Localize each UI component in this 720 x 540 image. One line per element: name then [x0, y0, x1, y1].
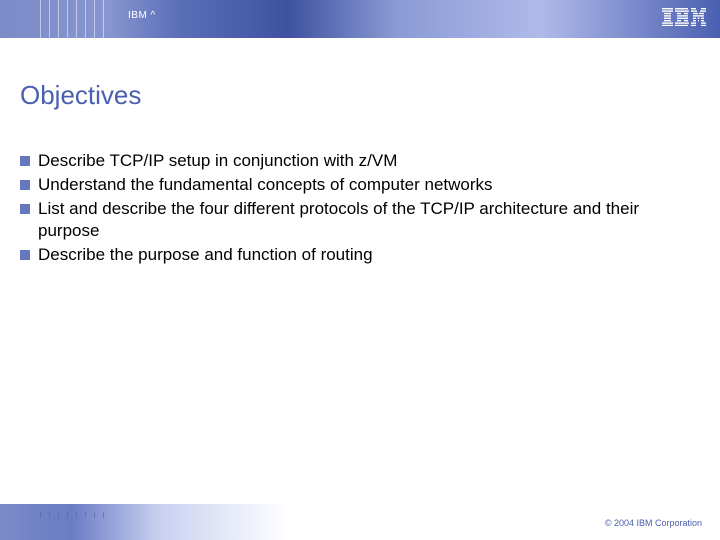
bullet-marker-icon [20, 180, 30, 190]
copyright-text: © 2004 IBM Corporation [605, 518, 702, 528]
bullet-marker-icon [20, 204, 30, 214]
slide-header: IBM ^ [0, 0, 720, 38]
bullet-item: Understand the fundamental concepts of c… [20, 174, 690, 196]
bullet-list: Describe TCP/IP setup in conjunction wit… [20, 150, 690, 268]
slide-title: Objectives [20, 80, 141, 111]
bullet-item: List and describe the four different pro… [20, 198, 690, 242]
bullet-item: Describe TCP/IP setup in conjunction wit… [20, 150, 690, 172]
bullet-item: Describe the purpose and function of rou… [20, 244, 690, 266]
bullet-text: Understand the fundamental concepts of c… [38, 174, 493, 196]
bullet-text: Describe the purpose and function of rou… [38, 244, 373, 266]
bullet-marker-icon [20, 250, 30, 260]
bullet-text: Describe TCP/IP setup in conjunction wit… [38, 150, 397, 172]
header-brand-label: IBM ^ [128, 10, 156, 21]
header-tick-marks [40, 0, 104, 38]
ibm-logo-icon [662, 8, 706, 31]
bullet-marker-icon [20, 156, 30, 166]
bullet-text: List and describe the four different pro… [38, 198, 690, 242]
slide-footer: © 2004 IBM Corporation [0, 504, 720, 540]
footer-tick-marks [40, 512, 104, 518]
